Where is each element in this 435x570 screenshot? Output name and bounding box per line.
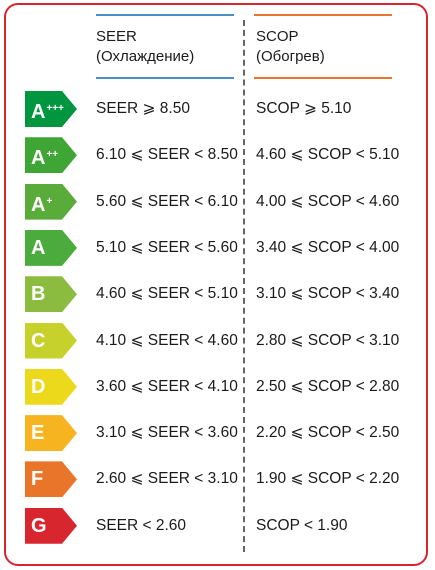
- energy-class-plus: ++: [46, 149, 59, 161]
- energy-class-label: F: [31, 461, 43, 497]
- seer-range: 3.10 ⩽ SEER < 3.60: [96, 424, 238, 442]
- seer-header-bottom-line: [96, 77, 234, 79]
- energy-class-letter: G: [31, 514, 47, 537]
- energy-class-label: A+: [31, 184, 52, 220]
- seer-range: 4.10 ⩽ SEER < 4.60: [96, 331, 238, 349]
- energy-class-badge: A+++: [25, 91, 77, 127]
- energy-class-letter: A: [31, 101, 46, 123]
- energy-class-badge: A+: [25, 183, 77, 220]
- scop-range: 2.20 ⩽ SCOP < 2.50: [256, 424, 400, 442]
- seer-range: 2.60 ⩽ SEER < 3.10: [96, 470, 238, 488]
- energy-class-badge: C: [25, 322, 77, 359]
- seer-header-title: SEER: [96, 28, 137, 45]
- scop-header-top-line: [254, 14, 392, 16]
- seer-range: 5.60 ⩽ SEER < 6.10: [96, 192, 238, 210]
- energy-class-row: E 3.10 ⩽ SEER < 3.60 2.20 ⩽ SCOP < 2.50: [0, 415, 435, 452]
- energy-class-badge: A: [25, 229, 77, 266]
- energy-class-plus: +: [46, 195, 53, 207]
- energy-class-letter: F: [31, 468, 44, 491]
- energy-class-row: A++ 6.10 ⩽ SEER < 8.50 4.60 ⩽ SCOP < 5.10: [0, 137, 435, 174]
- energy-class-row: B 4.60 ⩽ SEER < 5.10 3.10 ⩽ SCOP < 3.40: [0, 276, 435, 313]
- energy-class-badge: E: [25, 415, 77, 452]
- energy-class-label: B: [31, 276, 45, 312]
- energy-class-row: A+ 5.60 ⩽ SEER < 6.10 4.00 ⩽ SCOP < 4.60: [0, 183, 435, 220]
- energy-class-label: A++: [31, 137, 58, 173]
- energy-class-row: F 2.60 ⩽ SEER < 3.10 1.90 ⩽ SCOP < 2.20: [0, 461, 435, 498]
- energy-class-letter: A: [31, 147, 46, 170]
- scop-range: 3.40 ⩽ SCOP < 4.00: [256, 238, 400, 256]
- scop-range: 3.10 ⩽ SCOP < 3.40: [256, 285, 400, 303]
- energy-class-label: A+++: [31, 91, 64, 127]
- seer-range: 6.10 ⩽ SEER < 8.50: [96, 146, 238, 164]
- scop-range: 4.00 ⩽ SCOP < 4.60: [256, 192, 400, 210]
- scop-range: 4.60 ⩽ SCOP < 5.10: [256, 146, 400, 164]
- seer-range: 5.10 ⩽ SEER < 5.60: [96, 238, 238, 256]
- energy-class-letter: B: [31, 283, 46, 306]
- seer-range: SEER < 2.60: [96, 516, 187, 534]
- scop-range: 2.50 ⩽ SCOP < 2.80: [256, 377, 400, 395]
- seer-range: 3.60 ⩽ SEER < 4.10: [96, 377, 238, 395]
- seer-header-top-line: [96, 14, 234, 16]
- energy-class-row: A 5.10 ⩽ SEER < 5.60 3.40 ⩽ SCOP < 4.00: [0, 229, 435, 266]
- energy-class-badge: G: [25, 507, 77, 544]
- scop-header-title: SCOP: [256, 28, 299, 45]
- energy-class-badge: D: [25, 368, 77, 405]
- energy-class-row: C 4.10 ⩽ SEER < 4.60 2.80 ⩽ SCOP < 3.10: [0, 322, 435, 359]
- seer-range: 4.60 ⩽ SEER < 5.10: [96, 285, 238, 303]
- energy-class-row: G SEER < 2.60 SCOP < 1.90: [0, 507, 435, 544]
- energy-class-label: C: [31, 323, 45, 359]
- scop-range: SCOP < 1.90: [256, 516, 348, 534]
- scop-range: 2.80 ⩽ SCOP < 3.10: [256, 331, 400, 349]
- energy-class-letter: C: [31, 329, 46, 352]
- energy-class-label: A: [31, 230, 45, 266]
- energy-class-badge: A++: [25, 137, 77, 174]
- energy-class-label: G: [31, 508, 47, 544]
- scop-header-bottom-line: [254, 77, 392, 79]
- scop-header-subtitle: (Обогрев): [256, 48, 325, 65]
- energy-class-letter: A: [31, 193, 46, 216]
- energy-class-label: D: [31, 369, 45, 405]
- seer-header-subtitle: (Охлаждение): [96, 48, 195, 65]
- energy-class-letter: A: [31, 236, 46, 259]
- energy-class-badge: F: [25, 461, 77, 498]
- energy-class-row: A+++ SEER ⩾ 8.50 SCOP ⩾ 5.10: [0, 91, 435, 127]
- seer-range: SEER ⩾ 8.50: [96, 100, 190, 117]
- energy-class-plus: +++: [46, 103, 64, 114]
- energy-class-row: D 3.60 ⩽ SEER < 4.10 2.50 ⩽ SCOP < 2.80: [0, 368, 435, 405]
- table-frame: [4, 3, 428, 566]
- energy-class-letter: D: [31, 375, 46, 398]
- scop-range: SCOP ⩾ 5.10: [256, 100, 352, 117]
- column-divider: [243, 20, 245, 552]
- energy-class-label: E: [31, 415, 44, 451]
- scop-range: 1.90 ⩽ SCOP < 2.20: [256, 470, 400, 488]
- energy-class-badge: B: [25, 276, 77, 313]
- energy-class-letter: E: [31, 422, 45, 445]
